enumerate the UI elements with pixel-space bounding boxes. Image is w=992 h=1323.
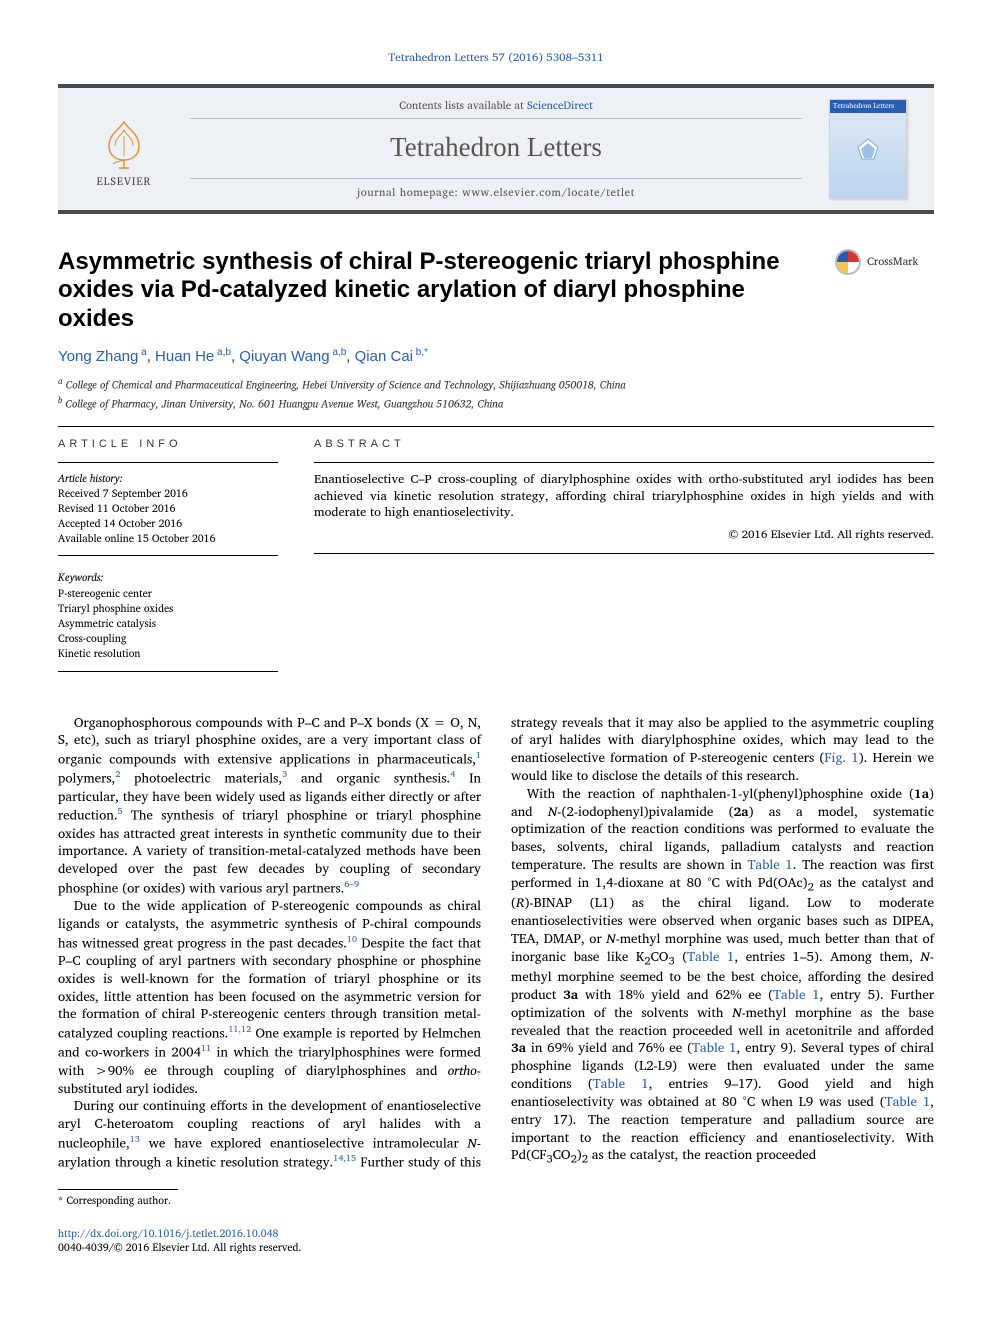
crossmark-icon: [834, 248, 862, 276]
author-list: Yong Zhang a, Huan He a,b, Qiuyan Wang a…: [58, 346, 934, 367]
cover-thumb-title: Tetrahedron Letters: [830, 100, 906, 114]
abstract-block: ABSTRACT Enantioselective C–P cross-coup…: [314, 437, 934, 672]
history-accepted: Accepted 14 October 2016: [58, 516, 278, 530]
sciencedirect-link[interactable]: ScienceDirect: [527, 96, 593, 114]
history-revised: Revised 11 October 2016: [58, 501, 278, 515]
body-p2: Due to the wide application of P-stereog…: [58, 897, 481, 1097]
article-title: Asymmetric synthesis of chiral P-stereog…: [58, 248, 814, 334]
author-2[interactable]: Huan He: [155, 348, 214, 365]
keyword-2: Triaryl phosphine oxides: [58, 601, 278, 615]
keyword-1: P-stereogenic center: [58, 586, 278, 600]
keyword-5: Kinetic resolution: [58, 646, 278, 660]
journal-homepage-link[interactable]: www.elsevier.com/locate/tetlet: [462, 183, 635, 201]
issn-copyright: 0040-4039/© 2016 Elsevier Ltd. All right…: [58, 1238, 301, 1256]
author-4[interactable]: Qian Cai: [355, 348, 413, 365]
abstract-heading: ABSTRACT: [314, 437, 934, 452]
journal-homepage-line: journal homepage: www.elsevier.com/locat…: [190, 178, 802, 200]
body-text: Organophosphorous compounds with P–C and…: [58, 714, 934, 1172]
contents-lists-prefix: Contents lists available at: [399, 96, 527, 114]
journal-masthead: ELSEVIER Contents lists available at Sci…: [58, 84, 934, 214]
author-1[interactable]: Yong Zhang: [58, 348, 138, 365]
affiliation-b: b College of Pharmacy, Jinan University,…: [58, 394, 934, 412]
journal-title: Tetrahedron Letters: [190, 129, 802, 165]
history-online: Available online 15 October 2016: [58, 531, 278, 545]
body-p1: Organophosphorous compounds with P–C and…: [58, 714, 481, 898]
homepage-prefix: journal homepage:: [357, 183, 462, 201]
page-footer: http://dx.doi.org/10.1016/j.tetlet.2016.…: [58, 1226, 934, 1254]
keyword-4: Cross-coupling: [58, 631, 278, 645]
abstract-text: Enantioselective C–P cross-coupling of d…: [314, 471, 934, 522]
author-3[interactable]: Qiuyan Wang: [239, 348, 329, 365]
publisher-logo-block[interactable]: ELSEVIER: [74, 109, 174, 189]
divider: [58, 426, 934, 427]
running-head: Tetrahedron Letters 57 (2016) 5308–5311: [58, 50, 934, 66]
contents-lists-line: Contents lists available at ScienceDirec…: [190, 98, 802, 120]
crossmark-label: CrossMark: [867, 254, 918, 269]
keywords-label: Keywords:: [58, 570, 278, 584]
publisher-logo-text: ELSEVIER: [97, 174, 152, 188]
abstract-copyright: © 2016 Elsevier Ltd. All rights reserved…: [314, 527, 934, 543]
corresponding-author-note: * Corresponding author.: [58, 1189, 178, 1207]
history-received: Received 7 September 2016: [58, 486, 278, 500]
keyword-3: Asymmetric catalysis: [58, 616, 278, 630]
affiliation-a: a College of Chemical and Pharmaceutical…: [58, 375, 934, 393]
journal-cover-thumb[interactable]: Tetrahedron Letters: [818, 99, 918, 199]
article-info-heading: ARTICLE INFO: [58, 437, 278, 452]
body-p5: With the reaction of naphthalen-1-yl(phe…: [511, 785, 934, 1167]
affiliations: a College of Chemical and Pharmaceutical…: [58, 375, 934, 412]
crossmark-badge[interactable]: CrossMark: [834, 248, 934, 276]
history-label: Article history:: [58, 471, 278, 485]
cover-art-icon: [848, 135, 888, 175]
article-info-block: ARTICLE INFO Article history: Received 7…: [58, 437, 278, 672]
elsevier-tree-icon: [99, 120, 149, 170]
